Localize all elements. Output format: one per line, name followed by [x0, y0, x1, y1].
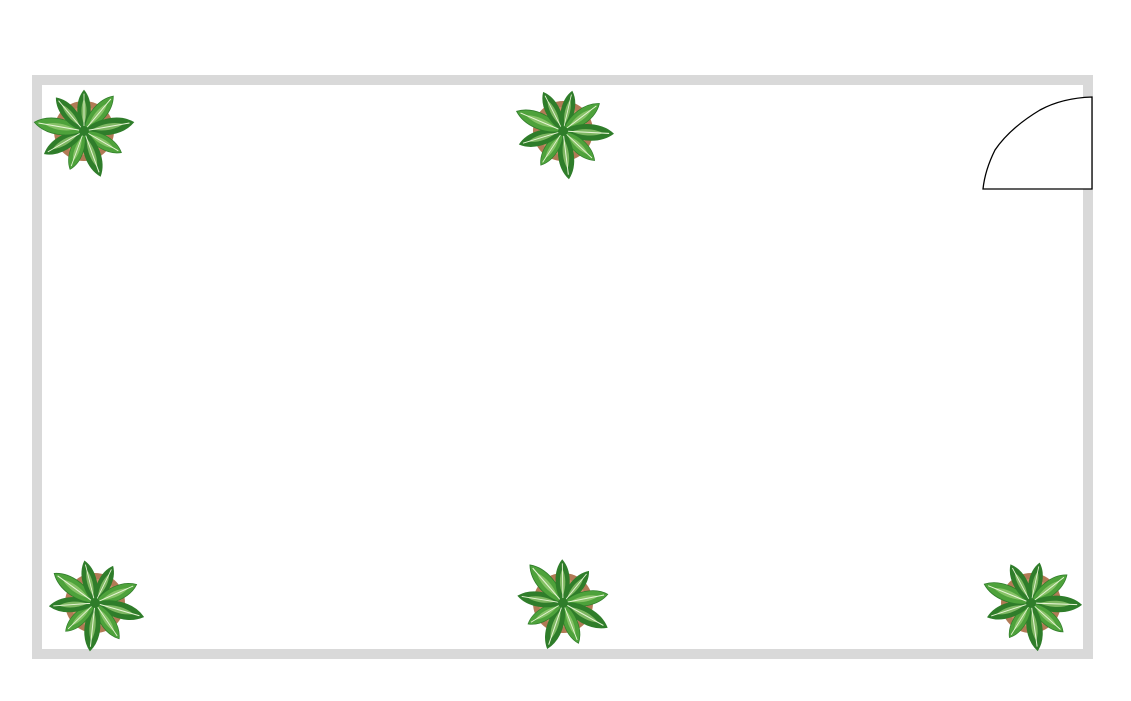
potted-plant-icon[interactable] — [981, 562, 1083, 652]
potted-plant-icon[interactable] — [517, 559, 611, 651]
potted-plant-icon[interactable] — [514, 89, 614, 180]
potted-plant-icon[interactable] — [33, 89, 135, 178]
door-swing-icon[interactable] — [982, 96, 1093, 190]
room-wall — [32, 75, 1093, 659]
potted-plant-icon[interactable] — [48, 559, 146, 652]
plants-layer — [33, 89, 1083, 652]
